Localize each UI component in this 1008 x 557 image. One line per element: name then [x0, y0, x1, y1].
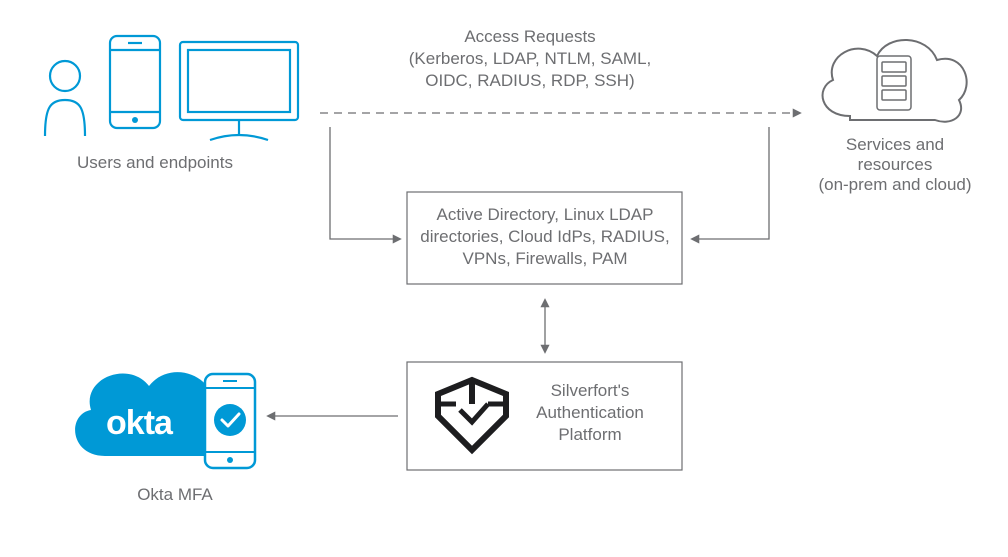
user-icon: [45, 61, 85, 136]
identity-sources-line3: VPNs, Firewalls, PAM: [463, 249, 628, 268]
silverfort-line2: Authentication: [536, 403, 644, 422]
left-down-arrow: [330, 127, 400, 239]
silverfort-shield-icon: [438, 380, 506, 450]
okta-wordmark: okta: [106, 404, 174, 442]
identity-sources-line1: Active Directory, Linux LDAP: [437, 205, 654, 224]
svg-text:OIDC, RADIUS, RDP, SSH): OIDC, RADIUS, RDP, SSH): [425, 71, 634, 90]
monitor-icon: [180, 42, 298, 140]
access-requests-label: Access Requests (Kerberos, LDAP, NTLM, S…: [409, 27, 652, 90]
users-endpoints-group: Users and endpoints: [45, 36, 298, 172]
svg-text:(Kerberos, LDAP, NTLM, SAML,: (Kerberos, LDAP, NTLM, SAML,: [409, 49, 652, 68]
users-endpoints-label: Users and endpoints: [77, 153, 233, 172]
okta-phone-icon: [205, 374, 255, 468]
services-label-1: Services and: [846, 135, 944, 154]
architecture-diagram: Users and endpoints Access Requests (Ker…: [0, 0, 1008, 557]
okta-mfa-group: okta Okta MFA: [75, 372, 255, 504]
silverfort-line1: Silverfort's: [551, 381, 630, 400]
svg-text:Access Requests: Access Requests: [464, 27, 595, 46]
server-icon: [877, 56, 911, 110]
services-resources-group: Services and resources (on-prem and clou…: [818, 40, 971, 194]
silverfort-line3: Platform: [558, 425, 621, 444]
services-label-2: resources: [858, 155, 933, 174]
phone-icon: [110, 36, 160, 128]
right-down-arrow: [692, 127, 769, 239]
services-label-3: (on-prem and cloud): [818, 175, 971, 194]
identity-sources-line2: directories, Cloud IdPs, RADIUS,: [420, 227, 669, 246]
okta-mfa-label: Okta MFA: [137, 485, 213, 504]
